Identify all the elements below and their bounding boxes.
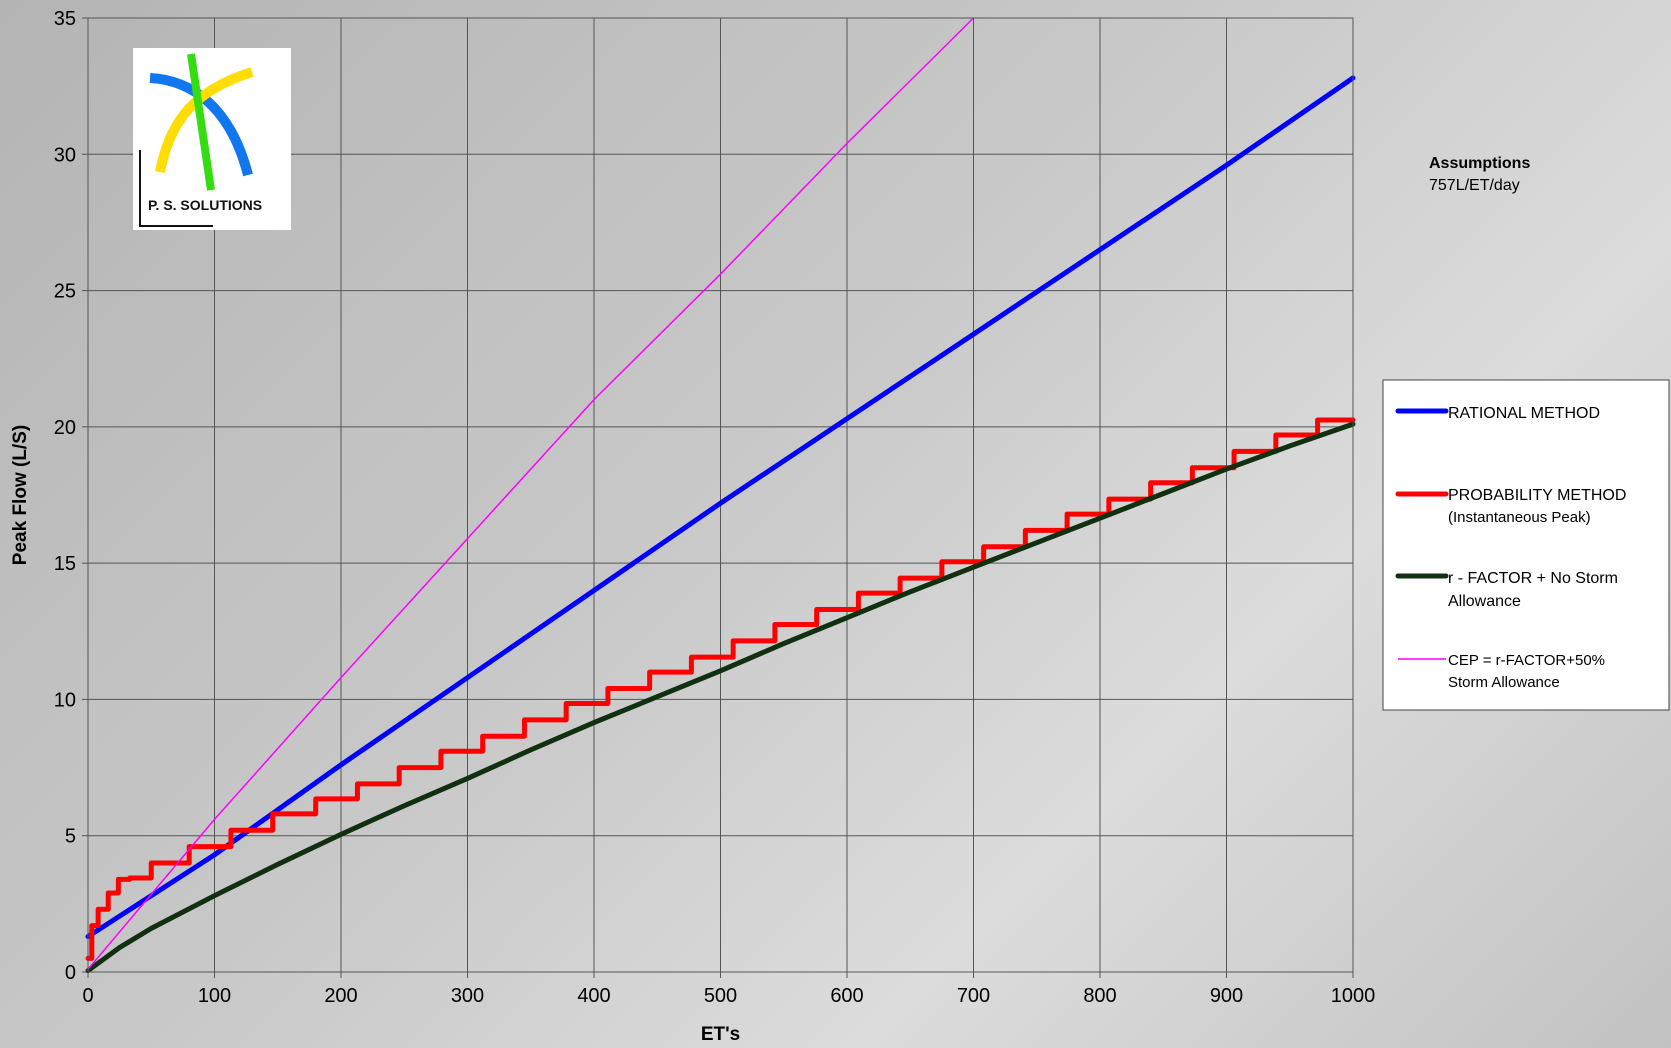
series-line-0	[85, 75, 1356, 940]
legend-box	[1382, 379, 1670, 711]
series-line-2	[85, 421, 1356, 974]
assumptions-text: 757L/ET/day	[1429, 177, 1520, 194]
legend-label-rational: RATIONAL METHOD	[1448, 405, 1600, 422]
y-tick-label: 15	[54, 553, 76, 575]
y-tick-label: 25	[54, 281, 76, 303]
x-tick-label: 500	[704, 985, 737, 1007]
legend-label-cep-line2: Storm Allowance	[1448, 674, 1560, 691]
y-axis-title: Peak Flow (L/S)	[10, 425, 31, 565]
legend: RATIONAL METHOD PROBABILITY METHOD (Inst…	[1382, 379, 1670, 711]
x-tick-label: 400	[577, 985, 610, 1007]
x-tick-label: 300	[451, 985, 484, 1007]
x-tick-label: 100	[198, 985, 231, 1007]
plot-area-border	[87, 17, 1354, 973]
y-tick-label: 5	[65, 826, 76, 848]
y-tick-label: 20	[54, 417, 76, 439]
x-tick-label: 0	[82, 985, 93, 1007]
y-tick-label: 35	[54, 8, 76, 30]
y-tick-label: 10	[54, 689, 76, 711]
tick-labels: 0 100 200 300 400 500 600 700 800 900 1000 0 5 10 15 20…	[54, 8, 1376, 1007]
x-tick-label: 1000	[1331, 985, 1376, 1007]
x-tick-label: 200	[324, 985, 357, 1007]
x-tick-label: 800	[1083, 985, 1116, 1007]
series-line-3	[87, 17, 975, 971]
x-axis-title: ET's	[701, 1024, 740, 1045]
logo-text: P. S. SOLUTIONS	[148, 197, 262, 213]
logo-blue-arc	[149, 73, 253, 177]
y-tick-label: 0	[65, 962, 76, 984]
legend-label-probability-line2: (Instantaneous Peak)	[1448, 509, 1591, 526]
series-line-1	[85, 417, 1356, 961]
assumptions-title: Assumptions	[1429, 155, 1530, 172]
x-tick-label: 700	[957, 985, 990, 1007]
legend-label-probability: PROBABILITY METHOD	[1448, 487, 1626, 504]
logo-yellow-arc	[155, 67, 254, 173]
company-logo: P. S. SOLUTIONS	[133, 48, 291, 230]
y-tick-label: 30	[54, 144, 76, 166]
logo-frame	[139, 150, 213, 227]
series-group	[85, 17, 1356, 974]
legend-label-rfactor-line2: Allowance	[1448, 593, 1521, 610]
legend-label-cep: CEP = r-FACTOR+50%	[1448, 652, 1605, 669]
x-tick-label: 900	[1210, 985, 1243, 1007]
legend-label-rfactor: r - FACTOR + No Storm	[1448, 570, 1618, 587]
x-tick-label: 600	[830, 985, 863, 1007]
logo-green-line	[187, 53, 215, 191]
